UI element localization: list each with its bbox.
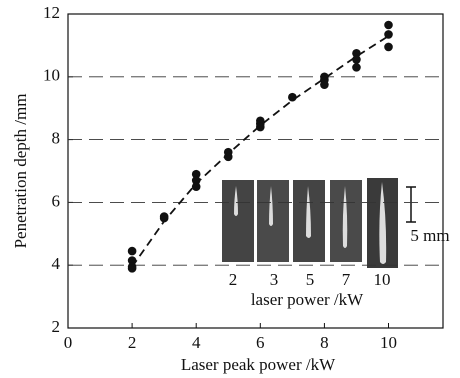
y-tick-label: 2	[52, 317, 61, 336]
data-point	[128, 247, 137, 256]
y-tick-label: 12	[43, 3, 60, 22]
x-tick-label: 2	[128, 333, 137, 352]
x-tick-label: 6	[256, 333, 265, 352]
data-point	[384, 43, 393, 52]
inset-label: 10	[374, 270, 391, 289]
data-point	[320, 80, 329, 89]
inset-images	[222, 178, 416, 268]
inset-label: 5	[306, 270, 315, 289]
inset-image	[222, 180, 254, 262]
data-point	[384, 21, 393, 30]
inset-label: 3	[270, 270, 279, 289]
data-point	[160, 212, 169, 221]
inset-label: 2	[229, 270, 238, 289]
y-axis-title: Penetration depth /mm	[11, 94, 30, 249]
inset-image	[257, 180, 289, 262]
inset-title: laser power /kW	[251, 290, 364, 309]
y-tick-label: 6	[52, 191, 61, 210]
y-tick-label: 4	[52, 254, 61, 273]
chart: 5 mm laser power /kW Laser peak power /k…	[0, 0, 460, 378]
y-tick-label: 10	[43, 66, 60, 85]
x-tick-label: 0	[64, 333, 73, 352]
x-tick-label: 4	[192, 333, 201, 352]
x-axis-title: Laser peak power /kW	[181, 355, 336, 374]
data-point	[352, 63, 361, 72]
y-tick-label: 8	[52, 129, 61, 148]
inset-scale-label: 5 mm	[410, 226, 449, 245]
inset-label: 7	[342, 270, 351, 289]
x-tick-label: 10	[380, 333, 397, 352]
x-tick-label: 8	[320, 333, 329, 352]
